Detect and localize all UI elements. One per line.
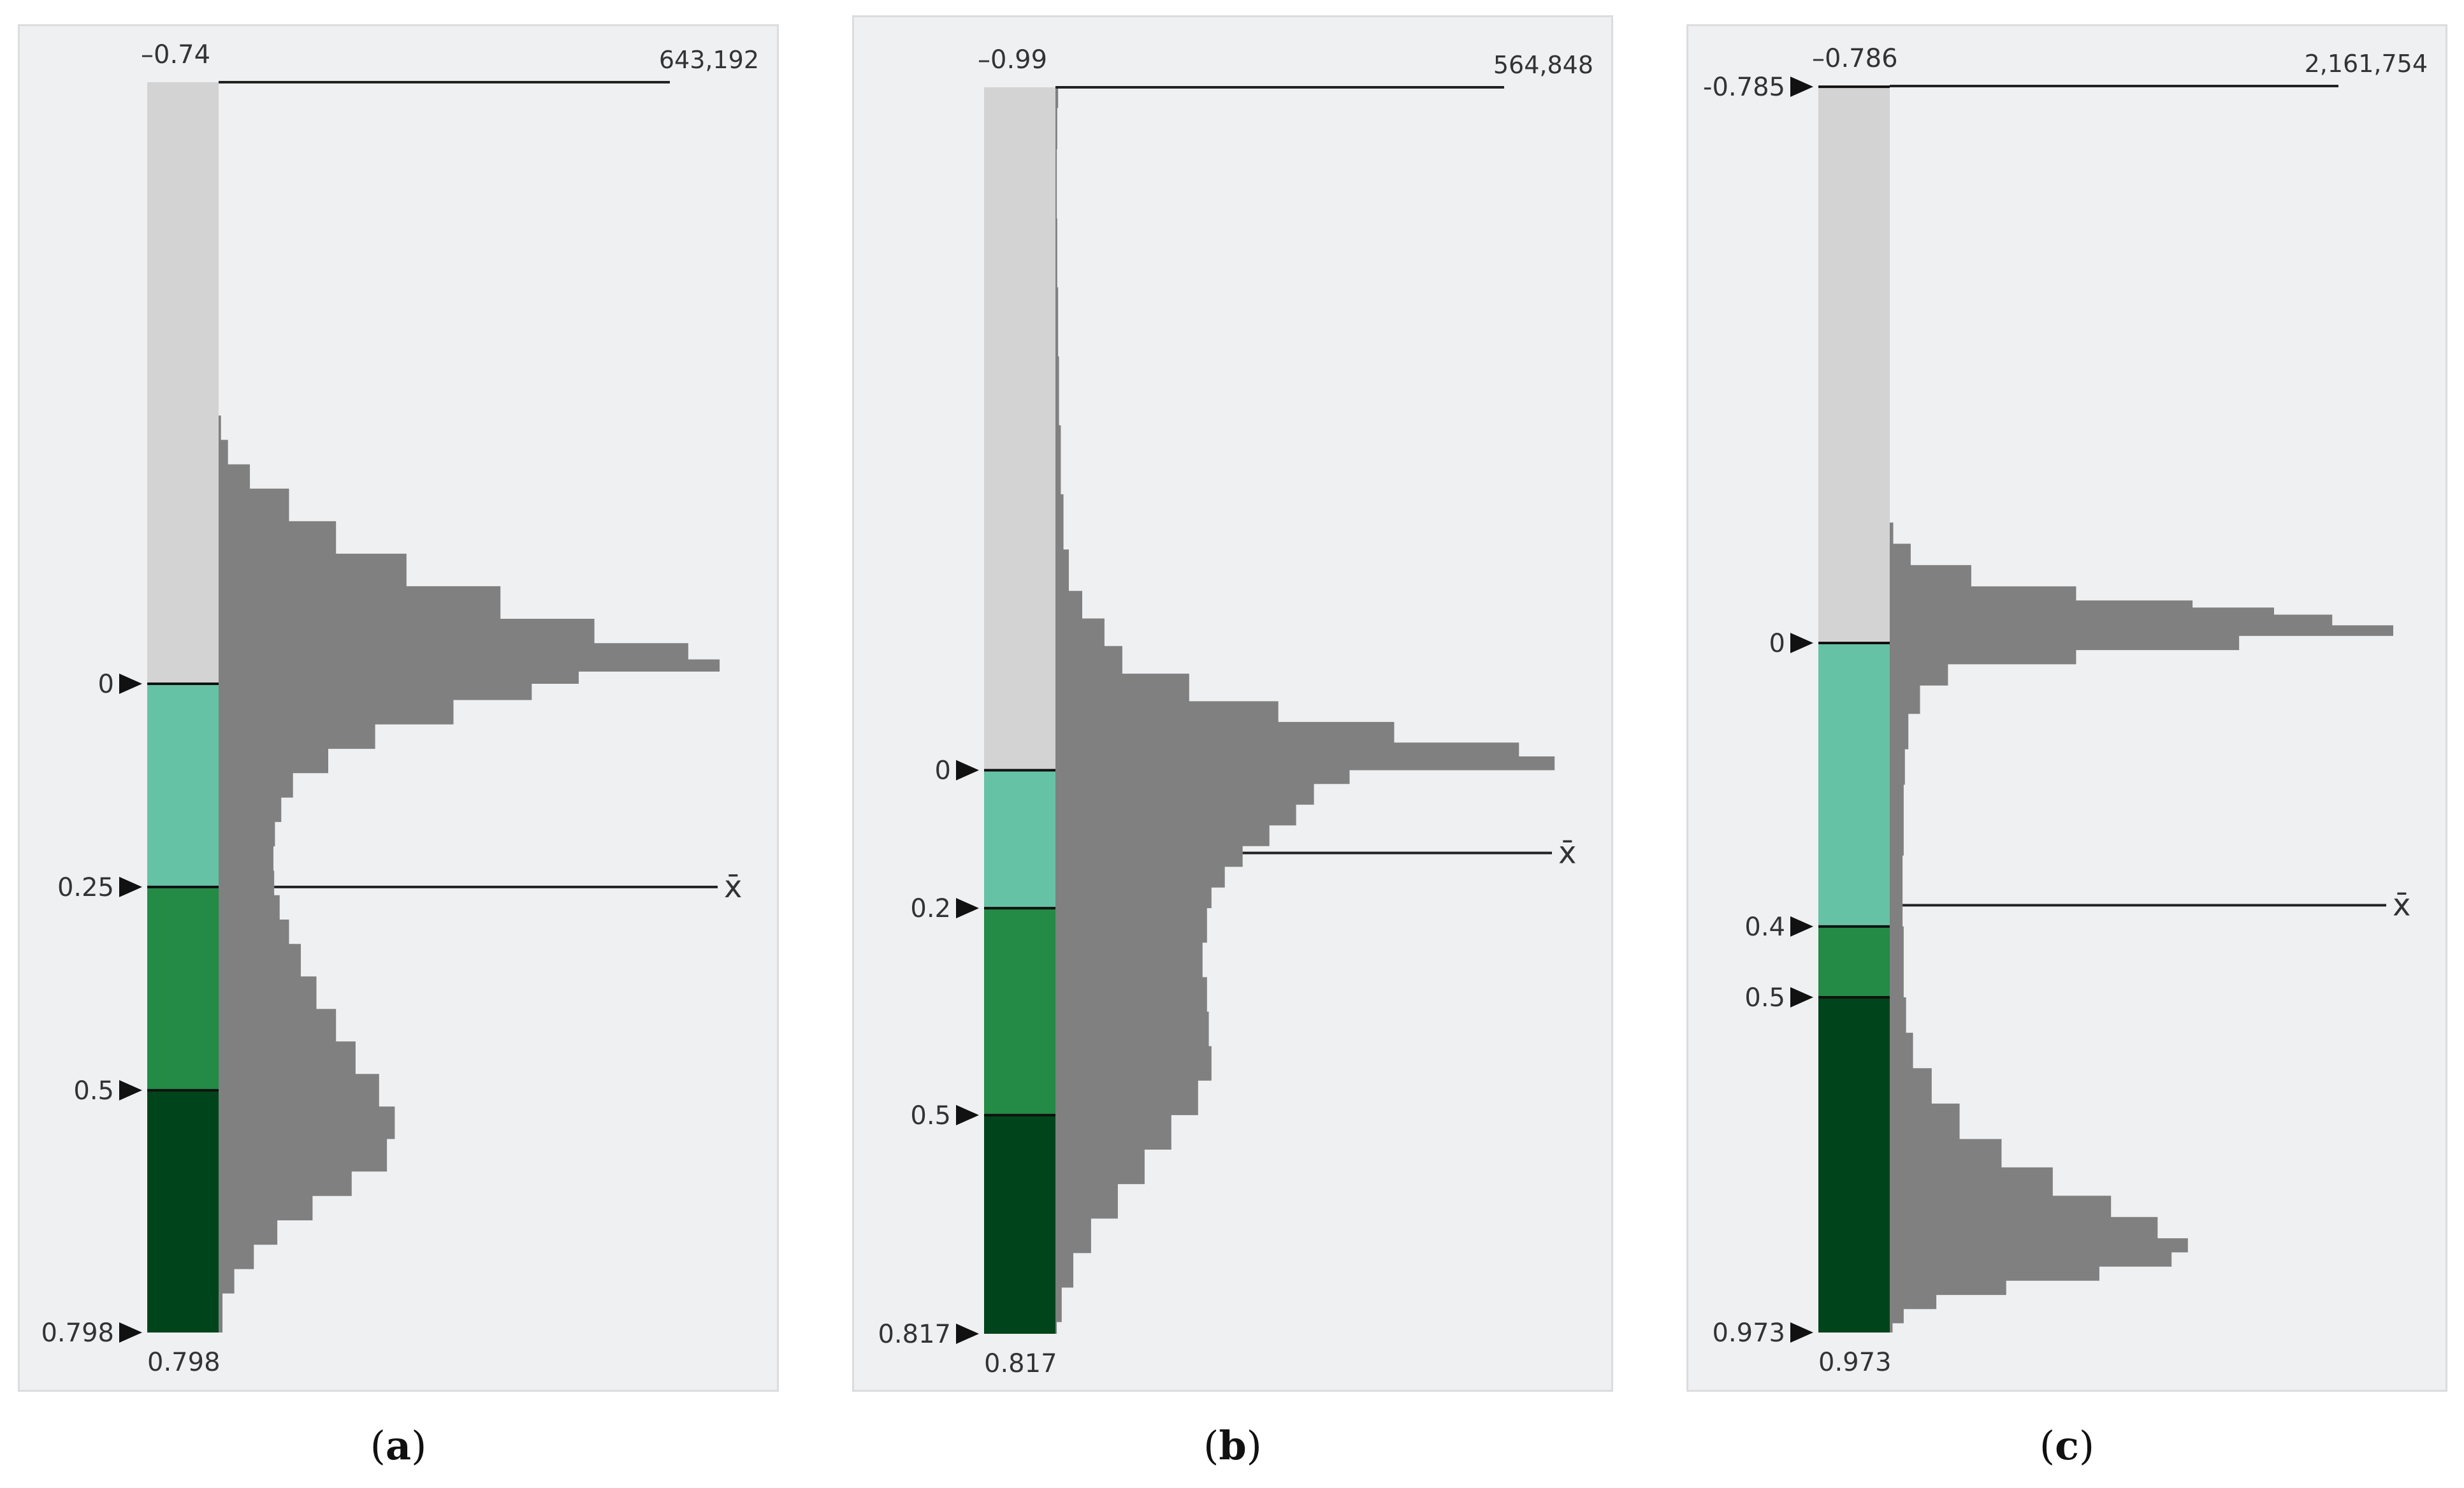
histogram-area: [1890, 86, 2393, 1333]
class-segment-3: [147, 1090, 219, 1333]
peak-count-label: 564,848: [1493, 51, 1593, 79]
break-marker-3: [956, 1324, 979, 1344]
break-label-0: 0: [98, 670, 114, 699]
mean-label: x̄: [2393, 887, 2410, 923]
caption-b-letter: b: [1219, 1422, 1247, 1469]
caption-a: (a): [370, 1422, 427, 1469]
break-label-3: 0.5: [1744, 983, 1785, 1013]
histogram-chart-b: 564,848 –0.99 0.817 0 0.2 0.5 0.817 x̄: [878, 45, 1593, 1378]
break-label-3: 0.817: [878, 1320, 951, 1349]
break-marker-4: [1790, 1322, 1813, 1343]
class-segment-2: [1818, 926, 1890, 998]
break-marker-3: [1790, 987, 1813, 1008]
peak-count-label: 2,161,754: [2305, 50, 2428, 78]
caption-c: (c): [2039, 1422, 2095, 1469]
class-segment-1: [1818, 643, 1890, 927]
class-segment-1: [984, 770, 1055, 909]
caption-c-letter: c: [2055, 1422, 2079, 1469]
max-value-label: 0.798: [147, 1348, 221, 1377]
histogram-chart-c: 2,161,754 –0.786 0.973 -0.785 0 0.4 0.5 0.973 x̄: [1703, 44, 2428, 1377]
break-marker-0: [956, 760, 979, 781]
break-marker-2: [1790, 916, 1813, 937]
min-value-label: –0.786: [1812, 44, 1898, 73]
caption-a-letter: a: [385, 1422, 412, 1469]
break-marker-1: [119, 876, 142, 897]
min-value-label: –0.74: [141, 40, 210, 69]
class-segment-1: [147, 684, 219, 887]
break-label-1: 0.2: [910, 894, 951, 923]
break-label-1: 0.25: [57, 873, 114, 902]
break-label-2: 0.5: [73, 1076, 114, 1106]
class-segment-3: [1818, 997, 1890, 1333]
class-segment-3: [984, 1115, 1055, 1334]
class-segment-0: [1818, 86, 1890, 644]
class-segment-0: [984, 87, 1055, 770]
break-label-1: 0: [1769, 629, 1785, 658]
min-value-label: –0.99: [978, 45, 1047, 75]
break-marker-1: [1790, 633, 1813, 654]
break-marker-0: [119, 674, 142, 695]
break-label-3: 0.798: [41, 1318, 114, 1348]
histogram-panel-a: 643,192 –0.74 0.798 0 0.25 0.5 0.798 x̄: [18, 24, 779, 1392]
break-label-0: -0.785: [1703, 73, 1785, 102]
break-marker-1: [956, 898, 979, 919]
histogram-area: [1055, 87, 1555, 1334]
break-label-4: 0.973: [1712, 1318, 1785, 1348]
break-marker-0: [1790, 76, 1813, 98]
histogram-area: [219, 82, 720, 1333]
break-label-0: 0: [935, 756, 951, 786]
histogram-panel-c: 2,161,754 –0.786 0.973 -0.785 0 0.4 0.5 0.973 x̄: [1686, 24, 2447, 1392]
caption-b: (b): [1203, 1422, 1262, 1469]
break-marker-2: [956, 1104, 979, 1125]
break-label-2: 0.4: [1744, 913, 1785, 942]
peak-count-label: 643,192: [659, 46, 759, 74]
break-marker-3: [119, 1322, 142, 1343]
mean-label: x̄: [1558, 835, 1576, 871]
histogram-chart-a: 643,192 –0.74 0.798 0 0.25 0.5 0.798 x̄: [41, 40, 759, 1377]
class-segment-0: [147, 82, 219, 684]
break-label-2: 0.5: [910, 1101, 951, 1130]
mean-label: x̄: [724, 869, 742, 905]
max-value-label: 0.817: [984, 1349, 1057, 1378]
histogram-panel-b: 564,848 –0.99 0.817 0 0.2 0.5 0.817 x̄: [852, 15, 1613, 1392]
max-value-label: 0.973: [1818, 1348, 1892, 1377]
class-segment-2: [147, 886, 219, 1090]
break-marker-2: [119, 1080, 142, 1101]
class-segment-2: [984, 908, 1055, 1115]
